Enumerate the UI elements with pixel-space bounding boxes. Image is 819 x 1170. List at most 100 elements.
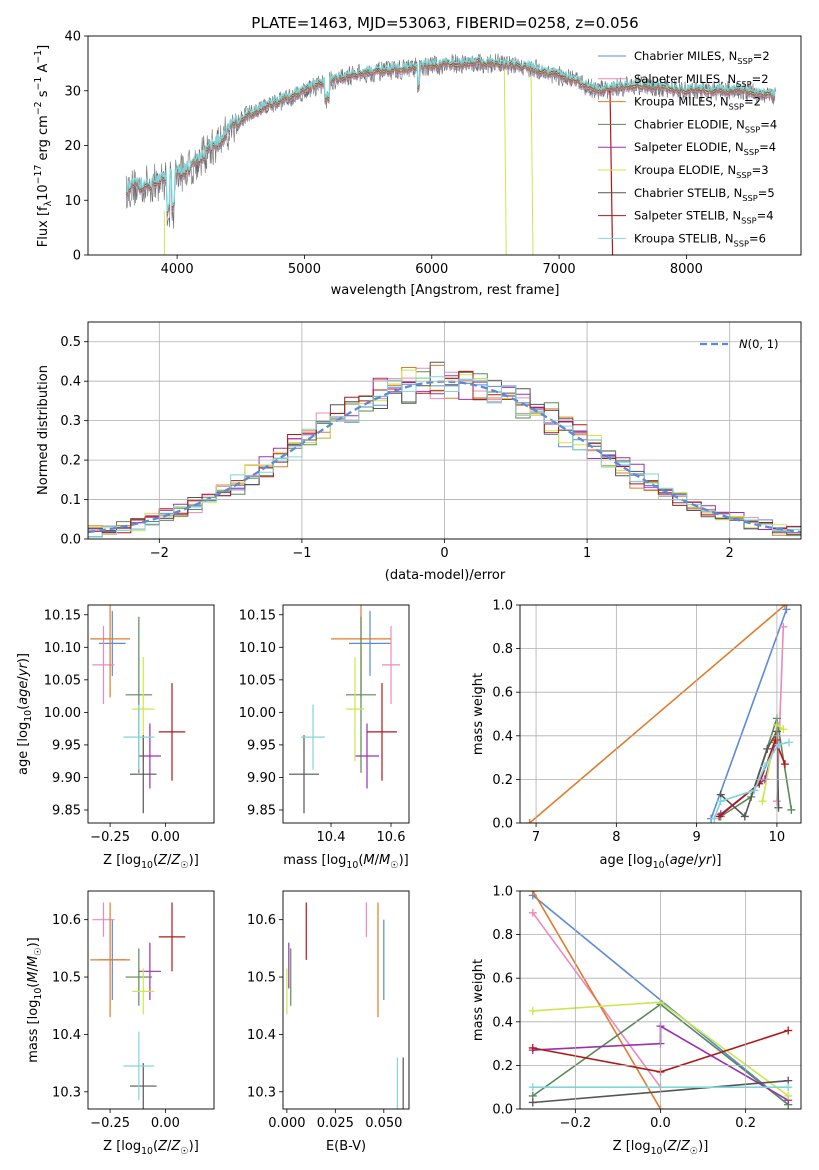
series-marker [784, 1083, 793, 1092]
y-tick-label: 0.0 [60, 533, 81, 548]
plot-area-5 [525, 605, 796, 823]
y-axis-label: Normed distribution [36, 365, 51, 495]
series-line [529, 605, 786, 823]
y-tick-label: 9.85 [52, 803, 81, 818]
y-tick-label: 9.90 [247, 771, 276, 786]
x-tick-label: 8000 [670, 262, 703, 277]
axes-frame [87, 604, 215, 824]
series-marker [716, 797, 725, 806]
y-tick-label: 10.6 [52, 913, 81, 928]
x-tick-label: 10.6 [377, 830, 406, 845]
series-marker [528, 1083, 537, 1092]
errorbar-point-kroupa-stelib [301, 704, 325, 770]
y-tick-label: 10.05 [44, 673, 81, 688]
series-marker [758, 797, 767, 806]
dropout-line [530, 74, 534, 255]
x-axis-label: Z [log10(Z/Z☉)] [103, 853, 199, 871]
series-marker [771, 736, 780, 745]
series-marker [715, 812, 724, 821]
y-tick-label: 0.4 [492, 1015, 513, 1030]
panel-5: 7 8 9 10 0.0 0.2 0.4 0.6 0.8 1.0 [492, 599, 802, 845]
x-tick-label: 4000 [161, 262, 194, 277]
x-tick-label: 0.2 [735, 1116, 756, 1131]
y-tick-label: 10.4 [247, 1028, 276, 1043]
errorbar-point-kroupa-miles [90, 605, 130, 698]
y-tick-label: 9.85 [247, 803, 276, 818]
legend-label-kroupa-miles: Kroupa MILES, NSSP=2 [634, 95, 761, 112]
x-axis-label: age [log10(age/yr)] [599, 853, 721, 871]
x-tick-label: 0.025 [317, 1116, 354, 1131]
x-axis-label: (data-model)/error [385, 568, 506, 583]
x-tick-label: 10 [769, 830, 786, 845]
errorbar-point-salpeter-miles [92, 902, 115, 937]
series-kroupa-miles [525, 605, 789, 823]
series-marker [528, 1006, 537, 1015]
model-spectrum-kroupa-stelib [125, 55, 776, 212]
series-salpeter-miles [772, 622, 788, 806]
series-marker [710, 814, 719, 823]
legend-label-chabrier-miles: Chabrier MILES, NSSP=2 [634, 49, 770, 66]
series-marker [780, 760, 789, 769]
legend-label-chabrier-elodie: Chabrier ELODIE, NSSP=4 [634, 117, 777, 134]
plot-area-3 [90, 605, 186, 814]
y-tick-label: 10 [64, 194, 81, 209]
axes-frame [519, 604, 802, 824]
y-tick-label: 9.90 [52, 771, 81, 786]
x-tick-label: 6000 [415, 262, 448, 277]
x-tick-label: 7 [532, 830, 540, 845]
x-axis-label: Z [log10(Z/Z☉)] [103, 1139, 199, 1157]
y-tick-label: 1.0 [492, 885, 513, 900]
y-tick-label: 10.10 [239, 641, 276, 656]
y-tick-label: 40 [64, 30, 81, 45]
series-marker [760, 762, 769, 771]
legend-label-kroupa-stelib: Kroupa STELIB, NSSP=6 [634, 231, 766, 248]
y-tick-label: 10.00 [239, 706, 276, 721]
series-marker [750, 786, 759, 795]
x-tick-label: −1 [292, 546, 311, 561]
y-tick-label: 0.8 [492, 928, 513, 943]
series-marker [787, 805, 796, 814]
y-tick-label: 0.4 [492, 729, 513, 744]
series-marker [528, 908, 537, 917]
series-kroupa-miles [528, 891, 665, 1109]
y-tick-label: 30 [64, 84, 81, 99]
panel-8: −0.2 0.0 0.2 0.0 0.2 0.4 0.6 0.8 1.0 [492, 885, 802, 1131]
y-tick-label: 0.0 [492, 817, 513, 832]
plot-area-6 [90, 902, 186, 1109]
errorbar-point-chabrier-elodie [346, 616, 376, 773]
axes-frame [87, 321, 802, 540]
errorbar-point-chabrier-elodie [125, 948, 153, 1006]
y-axis-label: age [log10(age/yr)] [16, 653, 34, 775]
x-tick-label: 5000 [288, 262, 321, 277]
series-marker [784, 1091, 793, 1100]
series-line [710, 609, 788, 819]
y-tick-label: 0.3 [60, 414, 81, 429]
plot-area-1 [125, 53, 776, 255]
dropout-line [503, 68, 507, 255]
x-axis-label: E(B-V) [326, 1139, 366, 1154]
errorbar-point-kroupa-stelib [123, 704, 155, 770]
errorbar-point-salpeter-elodie [138, 942, 161, 1000]
x-tick-label: 2 [726, 546, 734, 561]
series-marker [784, 1026, 793, 1035]
plot-area-4 [289, 605, 400, 814]
y-tick-label: 0.8 [492, 642, 513, 657]
series-marker [784, 738, 793, 747]
y-tick-label: 0.2 [492, 773, 513, 788]
x-tick-label: 0.00 [151, 830, 180, 845]
errorbar-point-kroupa-elodie [346, 657, 364, 762]
series-marker [740, 812, 749, 821]
errorbar-point-salpeter-miles [382, 625, 400, 704]
errorbar-point-salpeter-elodie [355, 723, 379, 789]
series-line [720, 728, 780, 818]
series-marker [528, 1043, 537, 1052]
y-tick-label: 0.2 [492, 1059, 513, 1074]
axes-frame [87, 35, 802, 256]
series-marker [779, 725, 788, 734]
errorbar-point-salpeter-stelib [158, 902, 186, 972]
x-tick-label: 10.4 [317, 830, 346, 845]
y-tick-label: 10.5 [247, 971, 276, 986]
series-marker [779, 622, 788, 631]
axes-frame [87, 890, 215, 1110]
